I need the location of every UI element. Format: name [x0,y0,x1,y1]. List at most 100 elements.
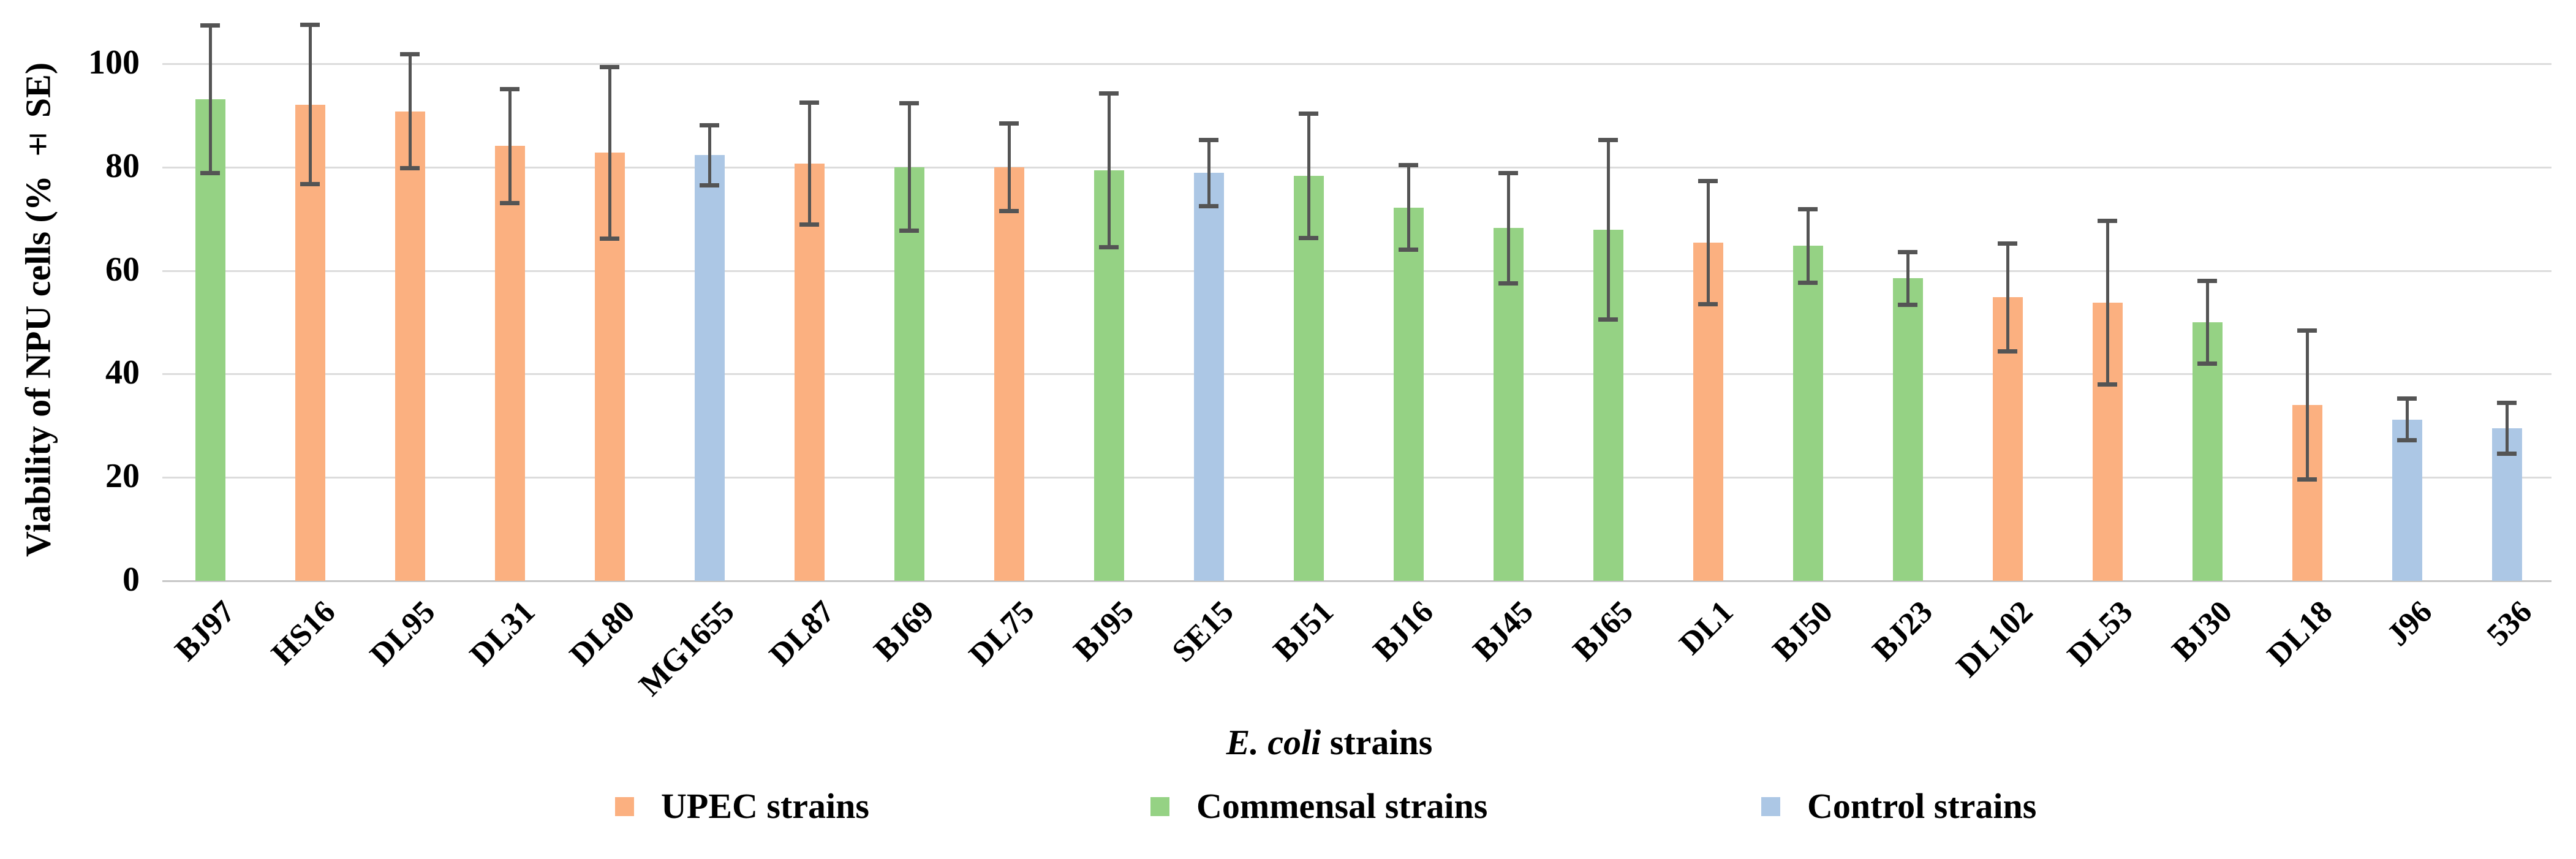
y-tick-label: 100 [88,43,140,81]
error-bar-cap [600,236,619,241]
error-bar-line [1906,252,1909,305]
error-bar-cap [1698,301,1718,306]
x-tick-label: BJ45 [1467,594,1541,668]
error-bar-line [2006,243,2009,352]
bar-MG1655 [694,155,725,581]
x-axis-line [162,580,2551,582]
error-bar-cap [600,64,619,69]
x-tick-label: DL75 [962,594,1041,673]
error-bar-line [1207,140,1211,206]
error-bar-cap [1598,137,1618,142]
error-bar-cap [1099,91,1119,96]
x-tick-label: DL80 [563,594,642,673]
error-bar-cap [300,23,320,28]
error-bar-cap [1598,317,1618,322]
error-bar-cap [1998,241,2017,246]
legend-swatch-icon [1761,797,1780,816]
error-bar-cap [1498,281,1518,286]
y-tick-label: 20 [105,456,140,495]
error-bar-cap [300,182,320,187]
error-bar-line [2106,221,2109,385]
x-tick-label: 536 [2480,594,2539,653]
error-bar-cap [2497,401,2517,406]
error-bar-cap [1099,245,1119,250]
bar-BJ69 [894,167,924,581]
gridline [162,373,2551,376]
error-bar-cap [2098,219,2117,224]
error-bar-cap [2397,396,2417,401]
legend-label: UPEC strains [661,786,869,826]
error-bar-cap [799,100,819,105]
gridline [162,270,2551,272]
legend-item: UPEC strains [615,787,869,826]
y-tick-label: 60 [105,250,140,289]
x-tick-label: DL95 [363,594,442,673]
error-bar-line [1706,181,1710,305]
error-bar-cap [1998,349,2017,354]
error-bar-cap [899,229,919,233]
error-bar-cap [700,183,719,187]
error-bar-cap [400,165,420,170]
error-bar-cap [1299,235,1318,240]
bar-BJ51 [1293,176,1324,581]
bar-BJ16 [1393,207,1424,581]
error-bar-line [1806,209,1810,282]
error-bar-line [408,54,412,168]
error-bar-cap [999,209,1019,214]
error-bar-line [1107,93,1111,248]
error-bar-line [1606,140,1610,320]
error-bar-line [1407,165,1410,250]
error-bar-line [1007,123,1011,211]
x-axis-title-rest: strains [1321,722,1433,762]
error-bar-cap [1199,203,1218,208]
error-bar-cap [2397,437,2417,442]
y-tick-label: 40 [105,354,140,392]
x-tick-label: J96 [2380,594,2439,653]
error-bar-line [208,25,212,173]
x-tick-label: DL31 [463,594,542,673]
error-bar-cap [899,101,919,106]
error-bar-cap [2197,278,2217,283]
error-bar-cap [700,123,719,127]
error-bar-line [2505,403,2509,454]
y-tick-label: 80 [105,146,140,185]
x-tick-label: HS16 [265,594,342,672]
legend-swatch-icon [615,797,634,816]
x-tick-label: DL1 [1672,594,1740,662]
error-bar-cap [500,86,519,91]
error-bar-cap [400,52,420,57]
x-tick-label: BJ23 [1866,594,1940,668]
x-tick-label: BJ65 [1566,594,1641,668]
bar-DL31 [494,146,525,581]
x-tick-label: BJ30 [2166,594,2240,668]
x-tick-label: MG1655 [633,594,742,703]
x-tick-label: BJ51 [1267,594,1341,668]
bar-SE15 [1193,173,1224,581]
error-bar-cap [1399,162,1418,167]
gridline [162,63,2551,65]
x-tick-label: SE15 [1166,594,1241,669]
error-bar-line [2405,398,2409,441]
error-bar-cap [1199,137,1218,142]
bar-J96 [2392,419,2422,581]
x-tick-label: BJ69 [867,594,942,668]
error-bar-line [508,89,512,203]
error-bar-line [2205,281,2209,364]
x-tick-label: BJ16 [1367,594,1441,668]
x-tick-label: DL18 [2261,594,2340,673]
error-bar-cap [1498,170,1518,175]
error-bar-cap [500,200,519,205]
gridline [162,166,2551,168]
x-tick-label: DL87 [763,594,842,673]
error-bar-line [608,67,611,239]
legend-label: Control strains [1807,786,2037,826]
x-tick-label: BJ97 [168,594,243,668]
x-tick-label: BJ50 [1766,594,1840,668]
error-bar-cap [1898,249,1917,254]
error-bar-line [907,103,911,231]
error-bar-line [1307,113,1310,238]
error-bar-cap [1798,206,1818,211]
y-axis-title: Viability of NPU cells (% ± SE) [18,62,58,557]
y-tick-label: 0 [123,560,140,599]
error-bar-line [708,125,711,186]
